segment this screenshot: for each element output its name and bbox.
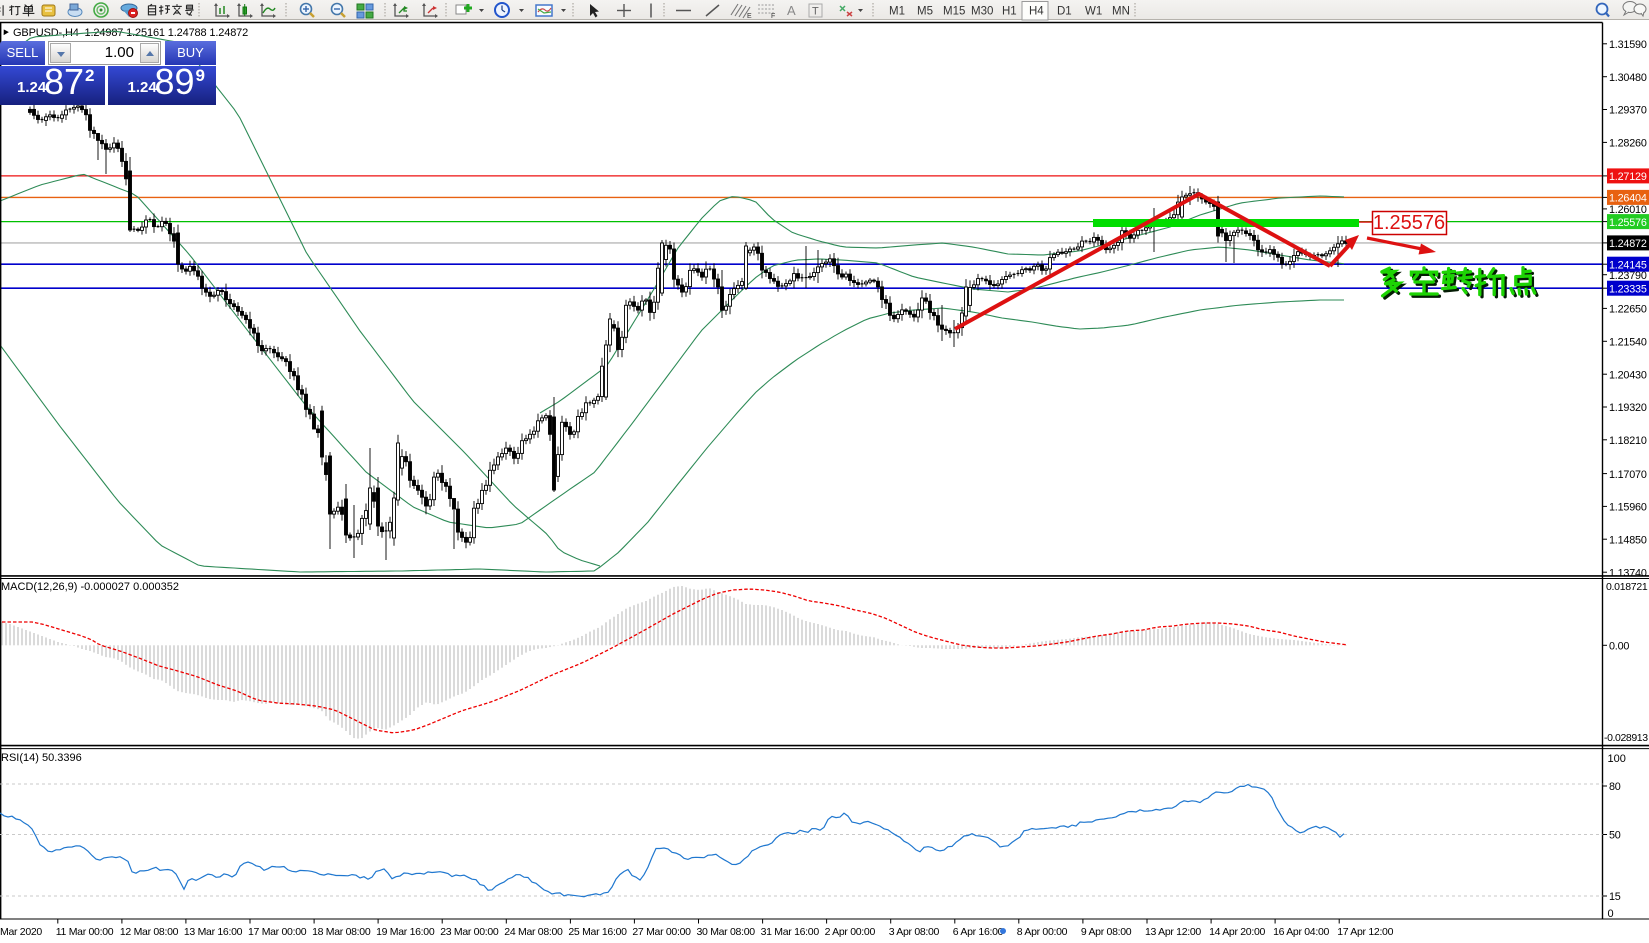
- svg-text:1.23790: 1.23790: [1609, 270, 1647, 282]
- svg-text:1.18210: 1.18210: [1609, 435, 1647, 447]
- svg-text:6 Apr 16:00: 6 Apr 16:00: [953, 926, 1004, 938]
- svg-text:W1: W1: [1085, 6, 1102, 18]
- svg-text:1.22650: 1.22650: [1609, 304, 1647, 316]
- svg-text:1.17070: 1.17070: [1609, 469, 1647, 481]
- svg-text:13 Mar 16:00: 13 Mar 16:00: [184, 926, 243, 938]
- svg-text:1.27129: 1.27129: [1609, 171, 1647, 183]
- svg-text:3 Apr 08:00: 3 Apr 08:00: [889, 926, 940, 938]
- svg-text:0.00: 0.00: [1609, 641, 1629, 653]
- svg-text:0: 0: [1608, 908, 1614, 920]
- svg-text:MN: MN: [1112, 6, 1130, 18]
- svg-text:Mar 2020: Mar 2020: [0, 926, 42, 938]
- svg-text:11 Mar 00:00: 11 Mar 00:00: [56, 926, 114, 938]
- svg-text:D1: D1: [1057, 6, 1072, 18]
- svg-text:24 Mar 08:00: 24 Mar 08:00: [504, 926, 563, 938]
- svg-text:1.24872: 1.24872: [1609, 238, 1647, 250]
- svg-text:1.15960: 1.15960: [1609, 502, 1647, 514]
- svg-text:M5: M5: [917, 6, 933, 18]
- svg-text:1.23335: 1.23335: [1609, 283, 1647, 295]
- svg-text:23 Mar 00:00: 23 Mar 00:00: [440, 926, 499, 938]
- svg-text:0.018721: 0.018721: [1606, 581, 1648, 593]
- svg-text:1.25576: 1.25576: [1609, 217, 1647, 229]
- svg-text:1.31590: 1.31590: [1609, 39, 1647, 51]
- svg-text:1.29370: 1.29370: [1609, 105, 1647, 117]
- svg-text:30 Mar 08:00: 30 Mar 08:00: [697, 926, 756, 938]
- svg-text:16 Apr 04:00: 16 Apr 04:00: [1273, 926, 1329, 938]
- svg-text:A: A: [787, 3, 796, 18]
- svg-text:M30: M30: [971, 6, 993, 18]
- svg-text:1.24145: 1.24145: [1609, 259, 1647, 271]
- svg-text:25 Mar 16:00: 25 Mar 16:00: [568, 926, 627, 938]
- svg-text:-0.028913: -0.028913: [1604, 732, 1648, 744]
- svg-text:19 Mar 16:00: 19 Mar 16:00: [376, 926, 435, 938]
- svg-text:E: E: [747, 13, 752, 20]
- svg-text:T: T: [812, 6, 819, 18]
- svg-text:1.26404: 1.26404: [1609, 193, 1647, 205]
- svg-text:13 Apr 12:00: 13 Apr 12:00: [1145, 926, 1201, 938]
- svg-text:H1: H1: [1002, 6, 1017, 18]
- svg-text:8 Apr 00:00: 8 Apr 00:00: [1017, 926, 1068, 938]
- svg-text:1.13740: 1.13740: [1609, 567, 1647, 579]
- svg-text:H4: H4: [1029, 6, 1044, 18]
- svg-text:17 Apr 12:00: 17 Apr 12:00: [1337, 926, 1393, 938]
- svg-text:F: F: [771, 13, 775, 20]
- svg-text:50: 50: [1609, 830, 1621, 842]
- svg-text:17 Mar 00:00: 17 Mar 00:00: [248, 926, 307, 938]
- svg-text:80: 80: [1609, 781, 1621, 793]
- svg-text:M15: M15: [943, 6, 965, 18]
- svg-text:1.19320: 1.19320: [1609, 402, 1647, 414]
- svg-text:9 Apr 08:00: 9 Apr 08:00: [1081, 926, 1132, 938]
- svg-text:1.25576: 1.25576: [1373, 212, 1445, 234]
- svg-text:15: 15: [1609, 891, 1621, 903]
- svg-text:100: 100: [1608, 753, 1626, 765]
- svg-text:14 Apr 20:00: 14 Apr 20:00: [1209, 926, 1265, 938]
- svg-text:31 Mar 16:00: 31 Mar 16:00: [761, 926, 820, 938]
- svg-text:1.20430: 1.20430: [1609, 369, 1647, 381]
- svg-text:1.26010: 1.26010: [1609, 204, 1647, 216]
- svg-text:1.28260: 1.28260: [1609, 138, 1647, 150]
- svg-text:18 Mar 08:00: 18 Mar 08:00: [312, 926, 371, 938]
- svg-text:27 Mar 00:00: 27 Mar 00:00: [632, 926, 691, 938]
- svg-text:2 Apr 00:00: 2 Apr 00:00: [825, 926, 876, 938]
- svg-text:M1: M1: [889, 6, 905, 18]
- svg-text:12 Mar 08:00: 12 Mar 08:00: [120, 926, 179, 938]
- svg-text:1.30480: 1.30480: [1609, 72, 1647, 84]
- svg-text:1.21540: 1.21540: [1609, 337, 1647, 349]
- svg-text:1.14850: 1.14850: [1609, 534, 1647, 546]
